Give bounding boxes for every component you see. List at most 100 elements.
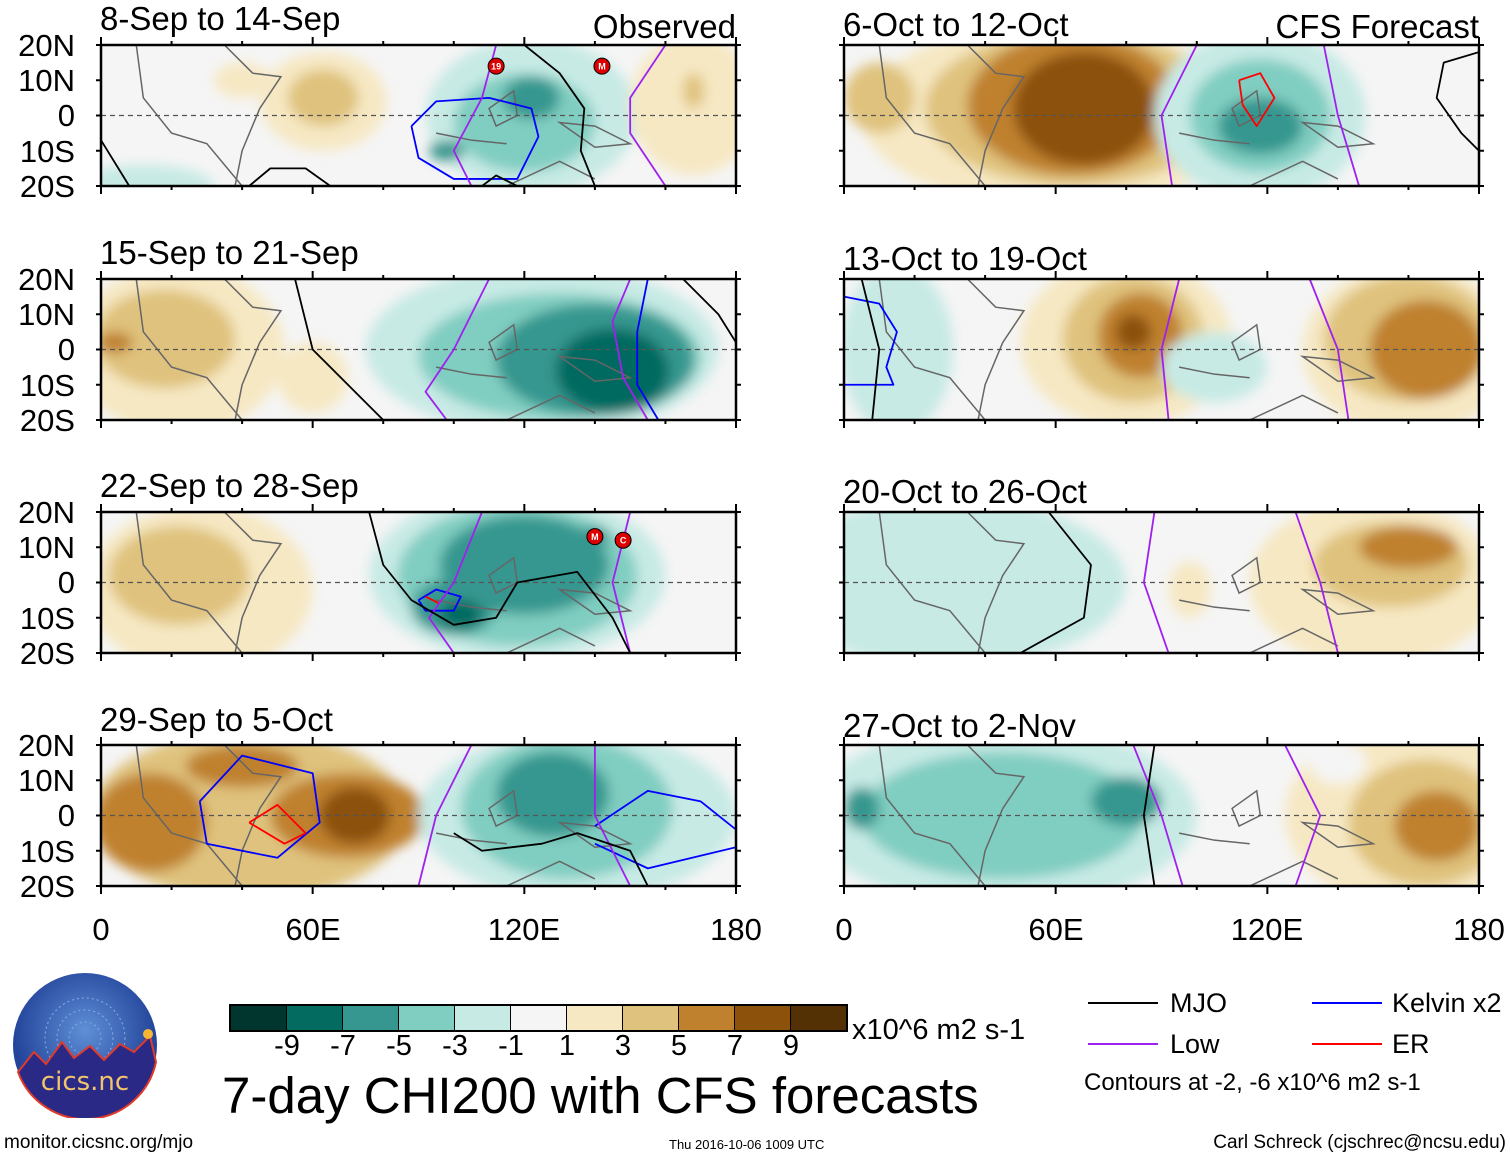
forecast-label: CFS Forecast (1275, 8, 1479, 45)
lat-label: 10N (18, 297, 75, 333)
colorbar-tick-label: -5 (386, 1030, 412, 1062)
coastline (223, 45, 283, 186)
panel-title: 27-Oct to 2-Nov (843, 707, 1076, 744)
panel-title: 22-Sep to 28-Sep (100, 467, 359, 504)
coastline (135, 745, 243, 886)
contour-mjo (860, 279, 881, 420)
coastline (223, 512, 283, 653)
contour-low (428, 512, 483, 653)
anomaly-region (556, 328, 669, 413)
contour-mjo (248, 167, 331, 186)
colorbar-swatch (623, 1006, 679, 1030)
contour-mjo (1142, 745, 1156, 886)
anomaly-region (496, 752, 609, 837)
units-label: x10^6 m2 s-1 (852, 1014, 1026, 1046)
contour-low (593, 745, 631, 886)
anomaly-region (861, 752, 1144, 879)
contour-low (1160, 45, 1198, 186)
colorbar-tick-label: -3 (442, 1030, 468, 1062)
contour-low (1142, 512, 1170, 653)
contour-mjo (1435, 51, 1479, 152)
coastline (966, 745, 1026, 886)
coastline (223, 745, 283, 886)
lat-label: 20S (19, 402, 75, 438)
contours-note: Contours at -2, -6 x10^6 m2 s-1 (1084, 1069, 1421, 1096)
panel-title: 8-Sep to 14-Sep (100, 0, 341, 37)
anomaly-region (630, 45, 736, 176)
tropical-cyclone-icon: 19 (487, 57, 505, 75)
contour-low (417, 745, 473, 886)
lon-label: 60E (285, 912, 341, 947)
colorbar-tick-label: 3 (614, 1030, 632, 1062)
anomaly-region (277, 342, 348, 413)
coastline (966, 279, 1026, 420)
legend-label-kelvin: Kelvin x2 (1392, 988, 1502, 1018)
colorbar (229, 1004, 848, 1032)
cics-logo: cics.nc (13, 973, 158, 1118)
lat-label: 20N (18, 28, 75, 63)
lon-label: 180 (710, 912, 762, 947)
lat-label: 0 (57, 565, 75, 601)
contour-kelvin (417, 588, 462, 612)
lat-label: 0 (57, 98, 75, 134)
coastline (966, 512, 1026, 653)
anomaly-region (844, 62, 915, 134)
contour-low (1322, 45, 1360, 186)
contour-mjo (682, 279, 736, 343)
lat-label: 10S (19, 600, 75, 636)
lat-label: 20S (19, 635, 75, 671)
colorbar-swatch (399, 1006, 455, 1030)
contour-kelvin (410, 96, 540, 180)
anomaly-region (185, 745, 299, 788)
storm-label: 19 (491, 62, 501, 72)
storm-label: M (598, 62, 606, 72)
anomaly-region (503, 76, 560, 120)
map-panel (839, 271, 1484, 428)
coastline (135, 279, 243, 420)
lon-label: 0 (835, 912, 853, 947)
colorbar-tick-label: 7 (726, 1030, 744, 1062)
anomaly-region (1161, 331, 1268, 403)
contour-kelvin (844, 295, 898, 386)
lon-label: 120E (1230, 912, 1304, 947)
lat-label: 10N (18, 63, 75, 99)
colorbar-tick-label: -7 (330, 1030, 356, 1062)
lat-label: 10S (19, 133, 75, 169)
contour-kelvin (594, 789, 736, 831)
colorbar-swatch (791, 1006, 846, 1030)
colorbar-swatch (287, 1006, 343, 1030)
panel-title: 6-Oct to 12-Oct (843, 6, 1069, 43)
coastline (878, 279, 986, 420)
panel-title: 15-Sep to 21-Sep (100, 234, 359, 271)
anomaly-region (101, 289, 236, 389)
coastline (223, 279, 283, 420)
lat-label: 20N (18, 495, 75, 530)
tropical-cyclone-icon: M (593, 57, 611, 75)
legend-line-er (1312, 1043, 1382, 1045)
colorbar-swatch (231, 1006, 287, 1030)
figure-title: 7-day CHI200 with CFS forecasts (222, 1067, 979, 1124)
map-panel (96, 737, 741, 894)
lon-label: 120E (487, 912, 561, 947)
lat-label: 0 (57, 798, 75, 834)
lat-label: 10N (18, 763, 75, 799)
lat-label: 10S (19, 833, 75, 869)
anomaly-region (287, 69, 359, 127)
colorbar-tick-label: 1 (558, 1030, 576, 1062)
coastline (135, 512, 243, 653)
anomaly-region (101, 164, 214, 186)
coastline (878, 512, 986, 653)
lat-label: 20S (19, 868, 75, 904)
anomaly-region (1115, 314, 1151, 350)
coastline (966, 45, 1026, 186)
anomaly-region (108, 526, 250, 625)
tropical-cyclone-icon: M (586, 528, 604, 546)
lat-label: 10N (18, 530, 75, 566)
storm-label: M (591, 532, 599, 542)
anomaly-region (101, 773, 207, 872)
contour-low (1132, 745, 1184, 886)
contour-mjo (453, 832, 649, 886)
lat-label: 20N (18, 262, 75, 297)
colorbar-swatch (735, 1006, 791, 1030)
